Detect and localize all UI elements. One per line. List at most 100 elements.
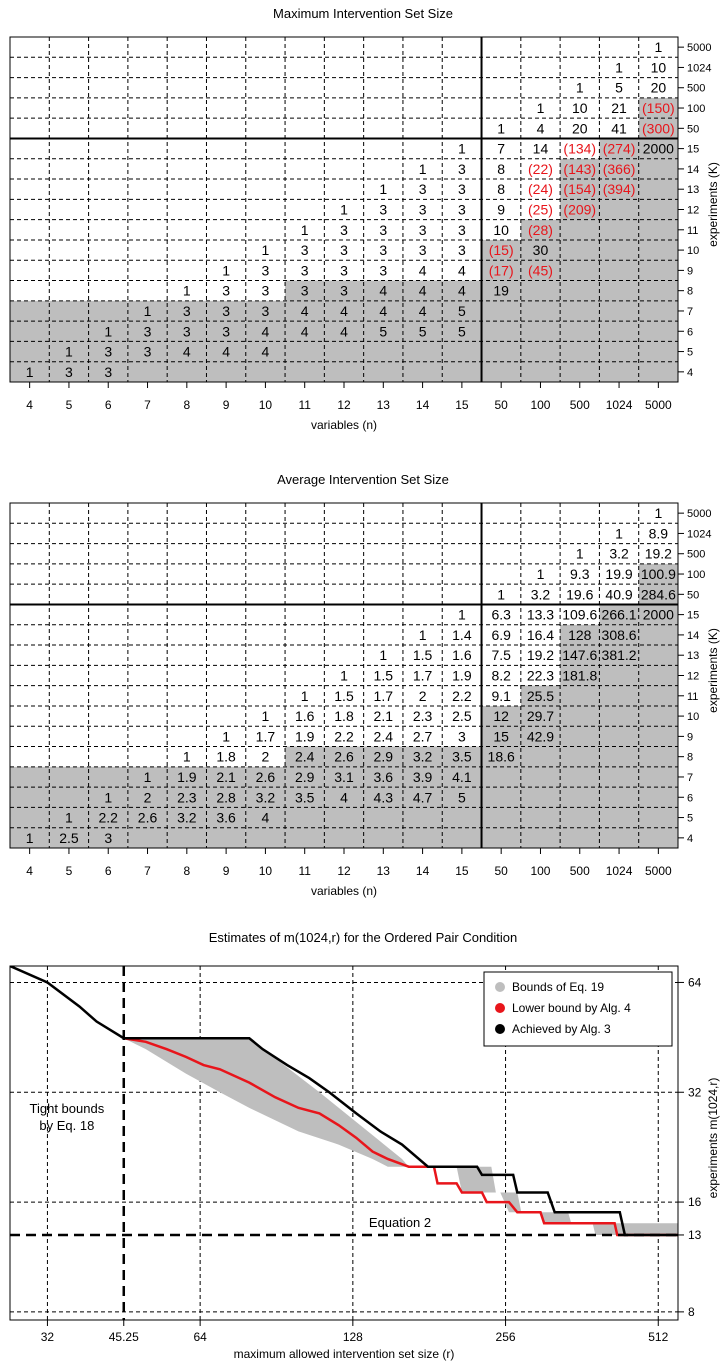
cell-value: (15) [489,242,514,258]
x-tick-label: 1024 [606,864,633,878]
cell-value: 1 [654,39,662,55]
cell-value: 19.2 [527,647,554,663]
cell-value: 2.6 [334,749,354,765]
cell-value: 1.6 [452,647,472,663]
x-tick-label: 6 [105,398,112,412]
y-tick-label: 7 [687,772,693,784]
y-axis-label: experiments m(1024,r) [706,1078,720,1199]
x-tick-label: 8 [183,398,190,412]
y-tick-label: 4 [687,833,693,845]
cell-value: (25) [528,202,553,218]
annotation-tight-2: by Eq. 18 [39,1118,94,1133]
cell-value: 5 [458,323,466,339]
y-tick-label: 16 [688,1195,702,1209]
cell-value: 2.8 [216,789,236,805]
y-tick-label: 8 [688,1305,695,1319]
x-tick-label: 10 [259,398,273,412]
cell-value: 3.9 [413,769,433,785]
cell-value: 1 [104,323,112,339]
x-tick-label: 9 [223,864,230,878]
cell-value: 2000 [643,141,674,157]
cell-value: 1 [379,181,387,197]
cell-value: 3.5 [295,789,315,805]
cell-value: 4.3 [374,789,394,805]
x-tick-label: 6 [105,864,112,878]
y-tick-label: 11 [687,691,698,703]
cell-value: 2.6 [256,769,276,785]
lower-bound-line [123,1037,678,1237]
chart-title: Estimates of m(1024,r) for the Ordered P… [209,930,518,945]
cell-value: 4 [340,303,348,319]
y-axis-label: experiments (K) [706,628,720,713]
cell-value: 3.6 [374,769,394,785]
cell-value: 41 [611,120,627,136]
cell-value: 284.6 [641,586,676,602]
cell-value: 1.7 [256,728,276,744]
cell-value: 4 [301,303,309,319]
cell-value: 18.6 [488,749,515,765]
cell-value: 3.5 [452,749,472,765]
cell-value: 29.7 [527,708,554,724]
cell-value: 181.8 [562,668,597,684]
legend-marker [495,1003,505,1013]
cell-value: 7 [497,141,505,157]
cell-value: 42.9 [527,728,554,744]
cell-value: 3 [419,181,427,197]
cell-value: 2 [419,688,427,704]
cell-value: (143) [563,161,596,177]
cell-value: 3 [183,323,191,339]
legend: Bounds of Eq. 19 Lower bound by Alg. 4 Ach… [483,971,673,1047]
cell-value: 1 [497,586,505,602]
cell-value: 13.3 [527,607,554,623]
cell-value: (209) [563,202,596,218]
chart-title: Average Intervention Set Size [277,472,449,487]
y-tick-label: 1024 [687,62,711,74]
x-tick-label: 4 [26,398,33,412]
y-tick-label: 64 [688,975,702,989]
cell-value: 20 [651,80,667,96]
gray-cell-block [285,746,325,848]
y-tick-label: 9 [687,731,693,743]
y-tick-label: 50 [687,589,699,601]
cell-value: 30 [533,242,549,258]
achieved-line [10,966,678,1237]
cell-value: 1 [576,546,584,562]
y-tick-label: 9 [687,265,693,277]
cell-value: 4 [183,344,191,360]
cell-value: 21 [611,100,627,116]
cell-value: 3 [144,323,152,339]
cell-value: 1 [537,100,545,116]
cell-value: 4 [419,283,427,299]
cell-value: 19.9 [605,566,632,582]
cell-value: 5 [458,789,466,805]
cell-value: 4 [379,283,387,299]
x-tick-label: 32 [41,1330,55,1344]
cell-value: 3 [419,202,427,218]
cell-value: 1.4 [452,627,472,643]
cell-value: 4.7 [413,789,433,805]
y-tick-label: 13 [687,650,699,662]
y-axis-label: experiments (K) [706,162,720,247]
x-tick-label: 500 [570,398,590,412]
y-tick-label: 100 [687,103,705,115]
cell-value: 1 [144,303,152,319]
x-tick-label: 7 [144,864,151,878]
gray-cell-block [402,746,443,848]
cell-value: 4 [537,120,545,136]
x-tick-label: 11 [298,864,311,878]
x-tick-label: 64 [193,1330,207,1344]
cell-value: 1 [222,262,230,278]
cell-value: 308.6 [602,627,637,643]
cell-value: 20 [572,120,588,136]
cell-value: 1.7 [374,688,394,704]
gray-cell-block [442,746,482,848]
cell-value: 1.8 [334,708,354,724]
cell-value: 4 [458,262,466,278]
cell-value: 5 [419,323,427,339]
x-tick-label: 100 [530,864,550,878]
cell-value: 1 [576,80,584,96]
cell-value: 2.1 [374,708,394,724]
cell-value: 2.2 [452,688,472,704]
cell-value: 1 [419,627,427,643]
x-tick-label: 11 [298,398,311,412]
